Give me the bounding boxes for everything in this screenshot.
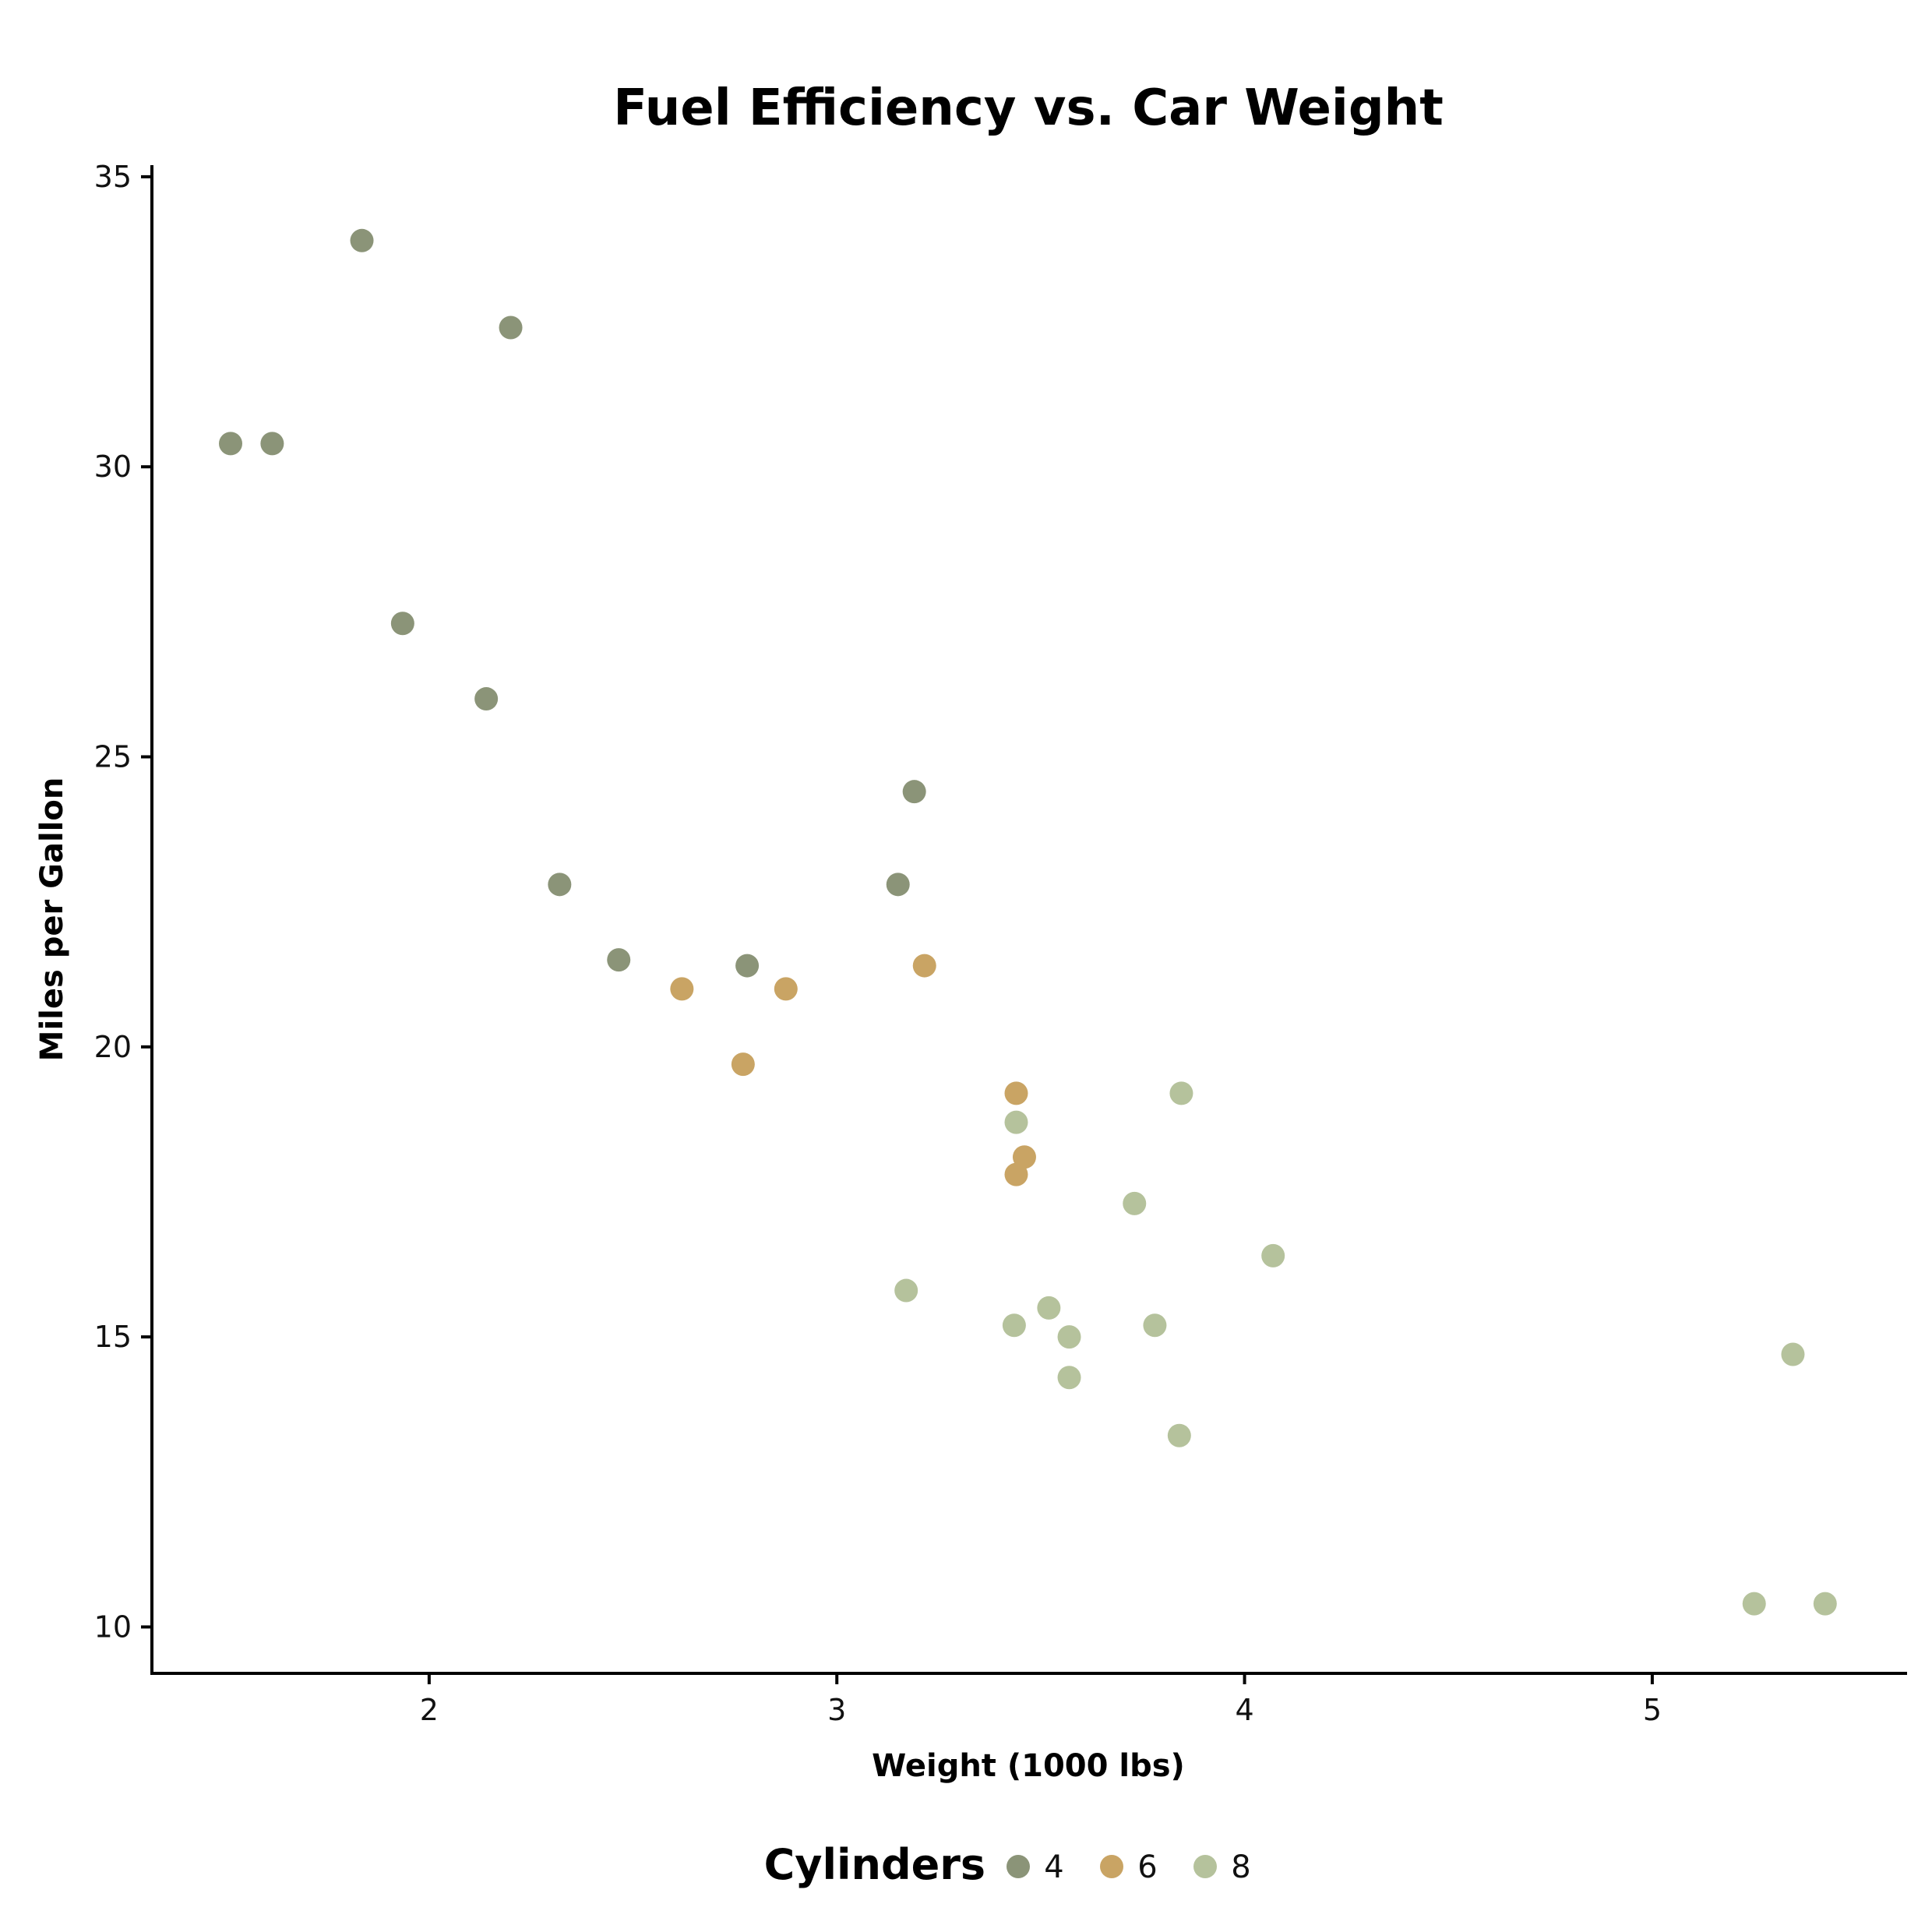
x-ticks: 2 3 4 5 <box>420 1673 1662 1727</box>
data-point-cyl-4 <box>474 687 499 711</box>
data-point-cyl-8 <box>1002 1313 1026 1338</box>
x-tick-label: 2 <box>420 1693 439 1727</box>
y-tick-label: 35 <box>94 160 132 194</box>
y-tick-label: 30 <box>94 450 132 484</box>
data-point-cyl-8 <box>1143 1313 1167 1338</box>
legend-swatch-4 <box>1007 1855 1030 1878</box>
data-point-cyl-6 <box>1004 1162 1028 1186</box>
data-point-cyl-8 <box>894 1278 918 1303</box>
y-tick-label: 25 <box>94 740 132 774</box>
data-point-cyl-4 <box>390 612 414 636</box>
data-point-cyl-6 <box>1004 1081 1028 1105</box>
data-point-cyl-4 <box>219 432 243 456</box>
data-point-cyl-6 <box>731 1052 755 1077</box>
y-ticks: 10 15 20 25 30 35 <box>94 160 152 1644</box>
x-tick-label: 3 <box>827 1693 846 1727</box>
x-tick-label: 4 <box>1235 1693 1253 1727</box>
data-point-cyl-8 <box>1169 1081 1193 1105</box>
data-point-cyl-4 <box>886 873 910 897</box>
legend-title: Cylinders <box>764 1840 985 1889</box>
legend-swatch-6 <box>1100 1855 1123 1878</box>
data-point-cyl-6 <box>1012 1145 1036 1169</box>
data-point-cyl-8 <box>1813 1592 1837 1616</box>
data-point-cyl-8 <box>1781 1342 1805 1366</box>
y-tick-label: 10 <box>94 1609 132 1644</box>
data-point-cyl-6 <box>912 954 936 978</box>
legend-label-4: 4 <box>1044 1849 1063 1885</box>
data-point-cyl-4 <box>548 873 572 897</box>
data-point-cyl-6 <box>774 977 798 1001</box>
data-point-cyl-8 <box>1037 1296 1061 1320</box>
data-point-cyl-4 <box>607 948 631 972</box>
legend-items: 4 6 8 <box>1007 1849 1251 1885</box>
data-point-cyl-4 <box>260 432 284 456</box>
legend-label-6: 6 <box>1137 1849 1157 1885</box>
data-point-cyl-8 <box>1261 1243 1285 1267</box>
data-point-cyl-8 <box>1004 1110 1028 1134</box>
x-axis-title: Weight (1000 lbs) <box>872 1748 1185 1784</box>
y-tick-label: 20 <box>94 1030 132 1064</box>
axes <box>150 165 1907 1675</box>
data-point-cyl-4 <box>350 228 374 252</box>
data-point-cyl-8 <box>1742 1592 1766 1616</box>
legend-label-8: 8 <box>1231 1849 1250 1885</box>
legend: Cylinders 4 6 8 <box>764 1840 1251 1889</box>
data-point-cyl-4 <box>902 780 926 804</box>
data-point-cyl-4 <box>499 316 523 340</box>
data-point-cyl-8 <box>1057 1366 1081 1390</box>
data-point-cyl-6 <box>670 977 694 1001</box>
y-axis-title: Miles per Gallon <box>34 777 70 1062</box>
data-points <box>219 228 1837 1616</box>
y-tick-label: 15 <box>94 1320 132 1354</box>
x-tick-label: 5 <box>1643 1693 1662 1727</box>
data-point-cyl-8 <box>1057 1325 1081 1349</box>
data-point-cyl-8 <box>1167 1423 1191 1447</box>
chart-title: Fuel Efficiency vs. Car Weight <box>613 79 1444 137</box>
data-point-cyl-8 <box>1123 1191 1147 1215</box>
legend-swatch-8 <box>1193 1855 1217 1878</box>
data-point-cyl-4 <box>735 954 760 978</box>
